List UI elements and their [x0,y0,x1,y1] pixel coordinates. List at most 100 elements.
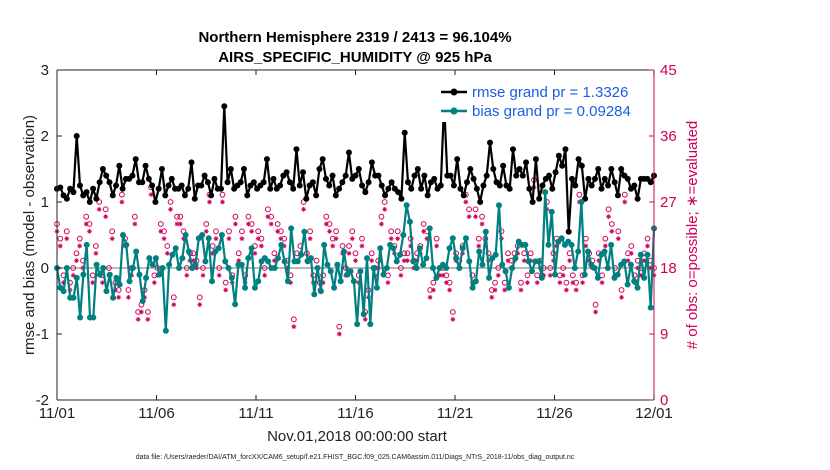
obs-evaluated-marker [570,280,576,286]
obs-evaluated-marker [534,280,540,286]
bias-point [594,274,601,281]
bias-point [575,248,582,255]
bias-point [383,265,390,271]
rmse-point [119,185,126,192]
rmse-point [99,166,106,172]
bias-point [558,235,565,242]
obs-evaluated-marker [142,294,148,300]
obs-possible-marker [144,309,151,315]
rmse-point [631,182,638,189]
obs-evaluated-marker [271,258,277,264]
obs-evaluated-marker [90,280,96,286]
bias-point [317,288,324,295]
rmse-point [506,185,513,192]
rmse-point [296,182,303,189]
rmse-point [552,169,559,176]
obs-evaluated-marker [385,280,391,286]
obs-evaluated-marker [223,287,229,293]
rmse-point [496,182,503,189]
obs-evaluated-marker [635,265,641,271]
chart-title-line1: Northern Hemisphere 2319 / 2413 = 96.104… [198,29,511,46]
obs-evaluated-marker [161,236,167,242]
bias-point [601,248,608,255]
rmse-point [211,175,218,182]
bias-point [591,265,598,271]
obs-evaluated-marker [135,316,141,322]
obs-evaluated-marker [239,236,245,242]
rmse-point [647,179,654,186]
x-tick-label: 11/11 [238,405,273,422]
bias-point [443,265,450,271]
bias-point [251,284,258,291]
bias-point [129,265,136,271]
bias-point [202,258,209,265]
rmse-point [260,179,267,186]
obs-possible-marker [560,265,567,271]
obs-possible-marker [547,265,554,271]
bias-point [367,321,374,328]
obs-evaluated-marker [518,287,524,293]
rmse-point [559,162,566,169]
obs-evaluated-marker [333,236,339,242]
rmse-point [109,192,116,199]
obs-evaluated-marker [515,250,521,256]
obs-evaluated-marker [560,272,566,278]
rmse-point [539,182,546,189]
obs-evaluated-marker [83,221,89,227]
bias-point [482,228,489,235]
bias-point [528,268,535,275]
obs-evaluated-marker [434,243,440,249]
obs-evaluated-marker [359,243,365,249]
bias-point [347,268,354,275]
obs-possible-marker [621,191,628,198]
bias-point [545,241,552,248]
rmse-point [277,182,284,189]
obs-evaluated-marker [109,236,115,242]
rmse-point [96,179,103,186]
rmse-point [244,192,251,199]
bias-point [377,245,384,252]
obs-evaluated-marker [125,294,131,300]
obs-possible-marker [219,191,226,198]
obs-possible-marker [157,221,164,227]
bias-point [634,284,641,291]
obs-evaluated-marker [275,228,281,234]
bias-point [380,271,387,278]
obs-evaluated-marker [430,287,436,293]
bias-point [416,245,423,252]
obs-evaluated-marker [557,280,563,286]
obs-evaluated-marker [100,280,105,286]
rmse-point [414,166,421,172]
obs-evaluated-marker [184,272,190,278]
obs-possible-marker [290,316,297,323]
bias-point [542,189,549,196]
obs-possible-marker [398,265,404,271]
rmse-point [519,172,526,179]
obs-possible-marker [170,294,177,301]
obs-evaluated-marker [421,228,427,234]
obs-evaluated-marker [323,221,329,227]
rmse-point [198,182,205,189]
obs-evaluated-marker [226,236,232,242]
obs-evaluated-marker [622,199,628,205]
rmse-point [93,195,100,202]
bias-point [456,265,463,271]
axes [56,69,655,401]
obs-evaluated-marker [615,236,621,242]
obs-possible-marker [534,272,541,279]
obs-evaluated-marker [61,280,66,286]
obs-evaluated-marker [174,221,180,227]
rmse-point [421,172,428,179]
rmse-point [457,185,464,192]
rmse-point [116,162,123,169]
bias-point [522,241,529,248]
rmse-point [500,162,507,169]
rmse-point [611,179,618,186]
obs-evaluated-marker [405,258,410,264]
obs-possible-marker [495,265,502,271]
rmse-point [588,182,595,189]
bias-point [307,255,314,262]
legend-rmse-marker [450,88,458,96]
obs-evaluated-marker [606,214,611,220]
obs-evaluated-marker [599,280,605,286]
